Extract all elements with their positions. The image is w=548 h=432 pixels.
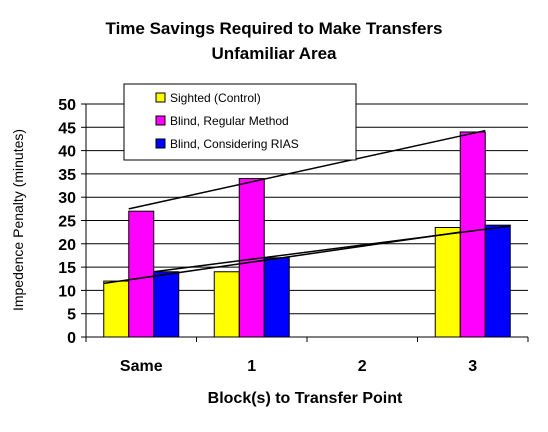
legend-swatch [155, 138, 166, 149]
legend: Sighted (Control) Blind, Regular Method Bl… [123, 83, 357, 161]
legend-label: Blind, Considering RIAS [170, 137, 299, 151]
trendline [103, 231, 461, 285]
y-tick-label: 40 [58, 144, 76, 161]
y-tick-label: 45 [58, 120, 76, 137]
y-tick-label: 10 [58, 283, 76, 300]
x-tick-labels: Same 1 2 3 [120, 358, 477, 375]
y-tick-label: 0 [67, 330, 76, 347]
trendline [128, 129, 486, 210]
y-tick-label: 50 [58, 97, 76, 114]
x-tick-label: 1 [247, 358, 256, 375]
y-tick-labels: 0 5 10 15 20 25 30 35 40 45 50 [58, 97, 76, 347]
y-tick-label: 35 [58, 167, 76, 184]
legend-swatch [155, 92, 166, 103]
y-axis-title: Impedence Penalty (minutes) [10, 129, 26, 311]
legend-label: Blind, Regular Method [170, 114, 289, 128]
y-tick-label: 25 [58, 214, 76, 231]
bar [459, 131, 486, 338]
legend-swatch [155, 115, 166, 126]
trendlines [103, 129, 511, 285]
bar [103, 280, 130, 338]
bar [484, 224, 511, 338]
x-tick-label: Same [120, 358, 163, 375]
y-tick-label: 30 [58, 190, 76, 207]
chart-title: Time Savings Required to Make Transfers [106, 19, 443, 38]
y-tick-label: 5 [67, 307, 76, 324]
x-tick-label: 3 [468, 358, 477, 375]
bar [153, 271, 180, 338]
bar [128, 210, 155, 338]
x-tick-label: 2 [358, 358, 367, 375]
chart-subtitle: Unfamiliar Area [211, 44, 337, 63]
bar [434, 226, 461, 338]
y-tick-label: 15 [58, 260, 76, 277]
bar [263, 257, 290, 338]
bar [213, 271, 240, 338]
y-tick-label: 20 [58, 237, 76, 254]
legend-label: Sighted (Control) [170, 91, 261, 105]
x-axis-title: Block(s) to Transfer Point [208, 390, 403, 407]
axes [81, 103, 529, 342]
